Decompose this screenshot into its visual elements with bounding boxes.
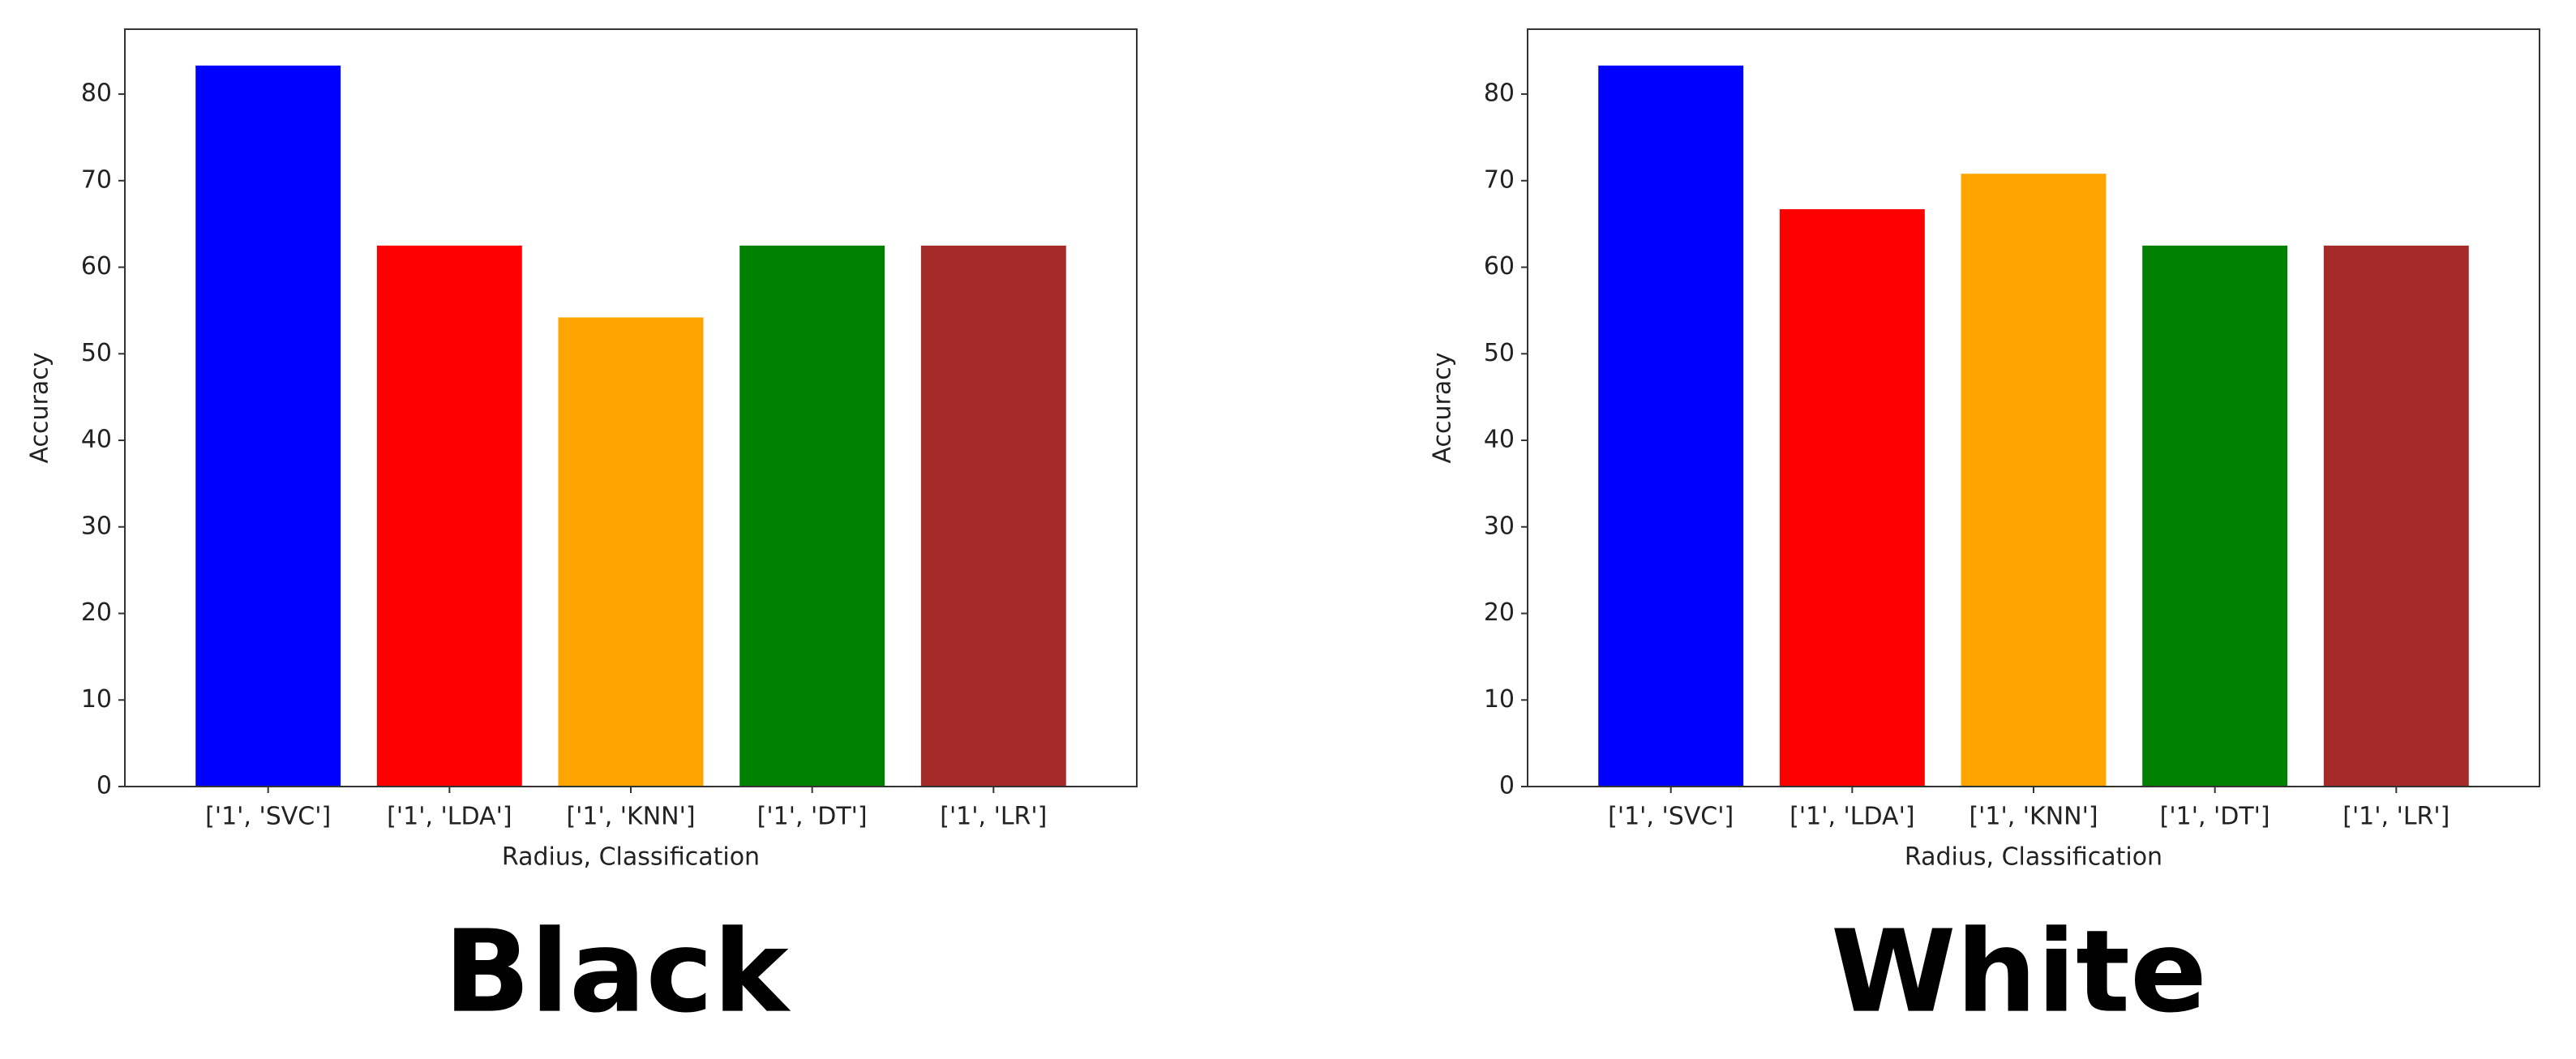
x-axis-label: Radius, Classification bbox=[502, 843, 760, 872]
x-tick-label: ['1', 'LR'] bbox=[940, 803, 1047, 831]
bar bbox=[2323, 245, 2469, 787]
x-tick-label: ['1', 'SVC'] bbox=[1608, 803, 1734, 831]
y-tick-label: 50 bbox=[1484, 339, 1515, 367]
y-tick-label: 50 bbox=[81, 339, 112, 367]
y-tick-label: 60 bbox=[1484, 252, 1515, 281]
axes-frame bbox=[1527, 28, 2540, 787]
y-tick-label: 80 bbox=[81, 79, 112, 108]
y-tick-label: 70 bbox=[81, 165, 112, 194]
y-tick-label: 20 bbox=[1484, 598, 1515, 627]
y-tick-label: 60 bbox=[81, 252, 112, 281]
y-axis-label: Accuracy bbox=[1429, 353, 1457, 464]
axes-frame bbox=[124, 28, 1138, 787]
bar bbox=[739, 245, 885, 787]
bar bbox=[1779, 209, 1925, 787]
y-tick-label: 80 bbox=[1484, 79, 1515, 108]
caption: White bbox=[1831, 907, 2207, 1039]
x-tick-label: ['1', 'KNN'] bbox=[566, 803, 695, 831]
y-tick-label: 0 bbox=[1499, 772, 1515, 800]
x-tick-label: ['1', 'DT'] bbox=[757, 803, 868, 831]
y-tick-label: 40 bbox=[1484, 426, 1515, 454]
y-tick-label: 0 bbox=[96, 772, 112, 800]
y-tick-label: 40 bbox=[81, 426, 112, 454]
x-tick-label: ['1', 'SVC'] bbox=[205, 803, 331, 831]
y-tick-label: 30 bbox=[1484, 512, 1515, 540]
bar bbox=[558, 317, 704, 787]
y-axis-label: Accuracy bbox=[26, 353, 54, 464]
bar bbox=[195, 65, 341, 787]
x-tick-label: ['1', 'LDA'] bbox=[387, 803, 512, 831]
y-tick-label: 70 bbox=[1484, 165, 1515, 194]
bar bbox=[920, 245, 1066, 787]
y-tick-label: 10 bbox=[81, 685, 112, 714]
x-tick-label: ['1', 'KNN'] bbox=[1969, 803, 2098, 831]
bar bbox=[2142, 245, 2288, 787]
caption: Black bbox=[444, 907, 791, 1039]
bar bbox=[1961, 174, 2107, 787]
x-tick-label: ['1', 'LR'] bbox=[2342, 803, 2450, 831]
x-axis-label: Radius, Classification bbox=[1905, 843, 2162, 872]
bar bbox=[376, 245, 522, 787]
bar bbox=[1598, 65, 1744, 787]
y-tick-label: 30 bbox=[81, 512, 112, 540]
x-tick-label: ['1', 'DT'] bbox=[2160, 803, 2270, 831]
y-tick-label: 10 bbox=[1484, 685, 1515, 714]
x-tick-label: ['1', 'LDA'] bbox=[1789, 803, 1914, 831]
y-tick-label: 20 bbox=[81, 598, 112, 627]
